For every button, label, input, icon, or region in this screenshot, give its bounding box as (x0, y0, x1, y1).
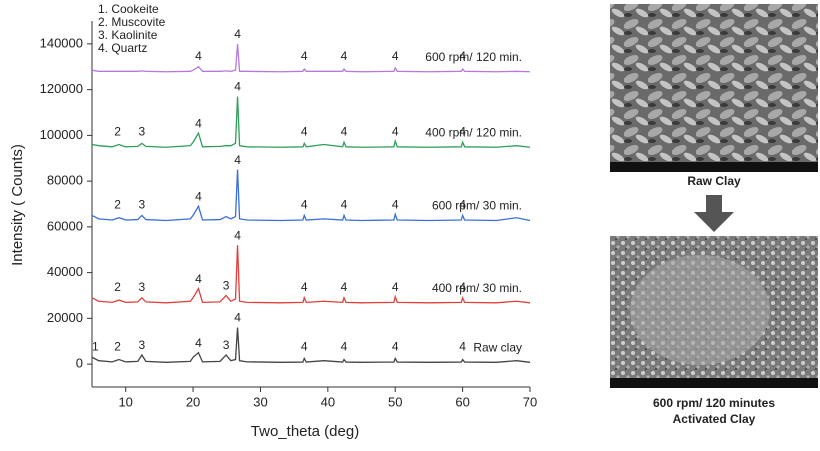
peak-label: 4 (234, 27, 241, 41)
x-axis-title: Two_theta (deg) (251, 423, 359, 440)
x-tick-label: 70 (523, 394, 537, 409)
y-tick-label: 80000 (47, 173, 83, 188)
peak-label: 4 (459, 49, 466, 63)
image-caption: 600 rpm/ 120 minutes (653, 396, 775, 410)
peak-label: 2 (114, 280, 121, 294)
y-tick-label: 20000 (47, 310, 83, 325)
peak-label: 4 (301, 124, 308, 138)
y-axis-title: Intensity ( Counts) (9, 144, 26, 266)
peak-label: 4 (392, 124, 399, 138)
x-tick-label: 60 (455, 394, 469, 409)
peak-label: 4 (195, 272, 202, 286)
arrow-head (694, 212, 734, 232)
series-line (91, 327, 531, 363)
peak-label: 4 (459, 339, 466, 353)
peak-label: 3 (139, 280, 146, 294)
peak-label: 3 (139, 124, 146, 138)
series-line (91, 169, 531, 222)
peak-label: 4 (341, 339, 348, 353)
peak-label: 3 (139, 338, 146, 352)
series-line (91, 245, 531, 304)
legend-note: 2. Muscovite (98, 15, 166, 29)
peak-label: 4 (234, 153, 241, 167)
peak-label: 4 (234, 311, 241, 325)
series-label: 600 rpm/ 30 min. (432, 199, 522, 213)
x-tick-label: 40 (321, 394, 335, 409)
x-tick-label: 10 (118, 394, 132, 409)
peak-label: 4 (301, 198, 308, 212)
y-tick-label: 60000 (47, 218, 83, 233)
legend-note: 1. Cookeite (98, 2, 159, 16)
peak-label: 4 (392, 280, 399, 294)
series-line (91, 43, 531, 73)
image-caption: Raw Clay (687, 174, 741, 188)
peak-label: 3 (223, 279, 230, 293)
peak-label: 4 (195, 189, 202, 203)
x-tick-label: 30 (253, 394, 267, 409)
peak-label: 1 (92, 339, 99, 353)
peak-label: 4 (459, 280, 466, 294)
series-line (91, 96, 531, 148)
peak-label: 4 (195, 116, 202, 130)
y-tick-label: 120000 (40, 81, 83, 96)
peak-label: 4 (301, 49, 308, 63)
arrow-shaft (706, 195, 722, 213)
y-tick-label: 140000 (40, 35, 83, 50)
legend-note: 3. Kaolinite (98, 28, 158, 42)
peak-label: 2 (114, 124, 121, 138)
peak-label: 4 (392, 197, 399, 211)
peak-label: 4 (301, 280, 308, 294)
peak-label: 4 (234, 80, 241, 94)
x-tick-label: 20 (186, 394, 200, 409)
y-tick-label: 40000 (47, 264, 83, 279)
peak-label: 4 (392, 339, 399, 353)
y-tick-label: 0 (76, 356, 83, 371)
particle (630, 255, 770, 365)
peak-label: 4 (301, 339, 308, 353)
peak-label: 2 (114, 339, 121, 353)
peak-label: 3 (139, 198, 146, 212)
peak-label: 2 (114, 198, 121, 212)
peak-label: 3 (223, 338, 230, 352)
peak-label: 4 (195, 336, 202, 350)
image-caption: Activated Clay (673, 412, 756, 426)
series-label: Raw clay (473, 340, 522, 354)
peak-label: 4 (392, 49, 399, 63)
peak-label: 4 (459, 198, 466, 212)
image-scalebar (610, 378, 818, 388)
peak-label: 4 (341, 124, 348, 138)
y-tick-label: 100000 (40, 127, 83, 142)
peak-label: 4 (341, 49, 348, 63)
series-label: 400 rpm/ 120 min. (425, 125, 522, 139)
legend-note: 4. Quartz (98, 41, 147, 55)
series-label: 400 rpm/ 30 min. (432, 281, 522, 295)
x-tick-label: 50 (388, 394, 402, 409)
raw-clay-image (610, 4, 818, 172)
peak-label: 4 (195, 49, 202, 63)
peak-label: 4 (234, 228, 241, 242)
peak-label: 4 (341, 198, 348, 212)
peak-label: 4 (341, 280, 348, 294)
series-label: 600 rpm/ 120 min. (425, 50, 522, 64)
sem-images: Raw Clay 600 rpm/ 120 minutes Activated … (610, 4, 818, 426)
image-scalebar (610, 162, 818, 172)
peak-label: 4 (459, 124, 466, 138)
